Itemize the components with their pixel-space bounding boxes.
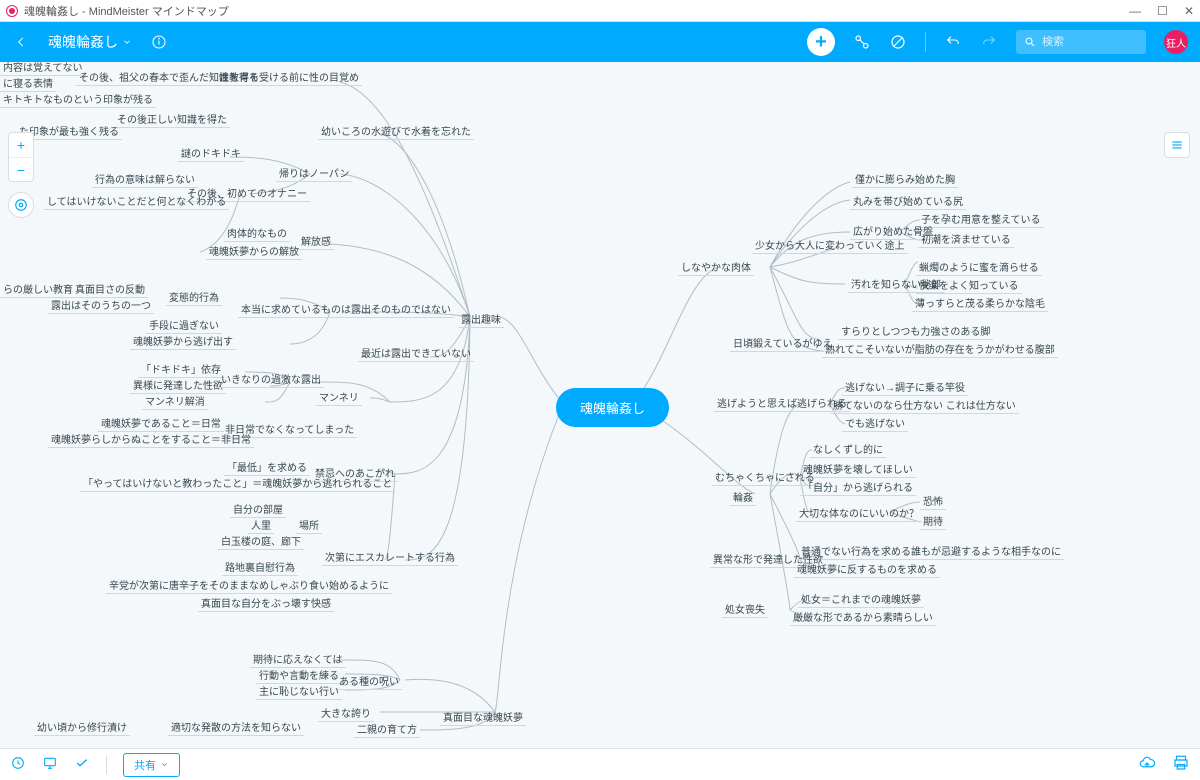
redo-button[interactable] bbox=[980, 33, 998, 51]
mindmap-node[interactable]: 期待 bbox=[920, 512, 946, 530]
mindmap-node[interactable]: 露出はそのうちの一つ bbox=[48, 296, 154, 314]
mindmap-node[interactable]: 少女から大人に変わっていく途上 bbox=[752, 236, 908, 254]
minimize-button[interactable]: — bbox=[1129, 4, 1141, 18]
mindmap-node[interactable]: 初潮を済ませている bbox=[918, 230, 1014, 248]
mindmap-node[interactable]: 大切な体なのにいいのか？ bbox=[796, 504, 922, 522]
mindmap-node[interactable]: 主に恥じない行い bbox=[256, 682, 342, 700]
mindmap-node[interactable]: 露出趣味 bbox=[458, 310, 504, 328]
mindmap-node[interactable]: 辛党が次第に唐辛子をそのままなめしゃぶり食い始めるように bbox=[106, 576, 392, 594]
mindmap-canvas[interactable]: + − bbox=[0, 62, 1200, 748]
mindmap-node[interactable]: 変態的行為 bbox=[166, 288, 222, 306]
panel-toggle-button[interactable] bbox=[1164, 132, 1190, 158]
mindmap-node[interactable]: 帰りはノーパン bbox=[276, 164, 352, 182]
mindmap-node[interactable]: 適切な発散の方法を知らない bbox=[168, 718, 304, 736]
mindmap-node[interactable]: 幼いころの水遊びで水着を忘れた bbox=[318, 122, 474, 140]
check-icon[interactable] bbox=[74, 755, 90, 774]
mindmap-node[interactable]: 肉体的なもの bbox=[224, 224, 290, 242]
mindmap-node[interactable]: 次第にエスカレートする行為 bbox=[322, 548, 458, 566]
app-logo-icon bbox=[6, 5, 18, 17]
mindmap-node[interactable]: 恐怖 bbox=[920, 492, 946, 510]
mindmap-node[interactable]: 謎のドキドキ bbox=[178, 144, 244, 162]
mindmap-node[interactable]: 魂魄妖夢らしからぬことをすること＝非日常 bbox=[48, 430, 254, 448]
map-title[interactable]: 魂魄輪姦し bbox=[48, 32, 132, 52]
mindmap-node[interactable]: 真面目な魂魄妖夢 bbox=[440, 708, 526, 726]
share-button[interactable]: 共有 bbox=[123, 753, 180, 777]
main-toolbar: 魂魄輪姦し + 狂人 bbox=[0, 22, 1200, 62]
mindmap-node[interactable]: 真面目な自分をぶっ壊す快感 bbox=[198, 594, 334, 612]
mindmap-node[interactable]: 処女喪失 bbox=[722, 600, 768, 618]
mindmap-node[interactable]: 誰もが忌避するような相手なのに bbox=[908, 542, 1064, 560]
mindmap-node[interactable]: なしくずし的に bbox=[810, 440, 886, 458]
mindmap-node[interactable]: 丸みを帯び始めている尻 bbox=[850, 192, 966, 210]
maximize-button[interactable]: ☐ bbox=[1157, 4, 1168, 18]
mindmap-node[interactable]: 僅かに膨らみ始めた胸 bbox=[852, 170, 958, 188]
mindmap-node[interactable]: 蝋燭のように蜜を滴らせる bbox=[916, 258, 1042, 276]
mindmap-node[interactable]: 最近は露出できていない bbox=[358, 344, 474, 362]
mindmap-node[interactable]: 行為の意味は解らない bbox=[92, 170, 198, 188]
window-title: 魂魄輪姦し - MindMeister マインドマップ bbox=[24, 3, 229, 19]
mindmap-node[interactable]: しなやかな肉体 bbox=[678, 258, 754, 276]
block-icon[interactable] bbox=[889, 33, 907, 51]
mindmap-node[interactable]: 魂魄妖夢からの解放 bbox=[206, 242, 302, 260]
mindmap-node[interactable]: 子を孕む用意を整えている bbox=[918, 210, 1044, 228]
mindmap-node[interactable]: ある種の呪い bbox=[336, 672, 402, 690]
mindmap-node[interactable]: 魂魄妖夢から逃げ出す bbox=[130, 332, 236, 350]
mindmap-node[interactable]: 本当に求めているものは露出そのものではない bbox=[238, 300, 454, 318]
history-icon[interactable] bbox=[10, 755, 26, 774]
mindmap-node[interactable]: 路地裏自慰行為 bbox=[222, 558, 298, 576]
mindmap-node[interactable]: キトキトなものという印象が残る bbox=[0, 90, 156, 108]
mindmap-node[interactable]: その後正しい知識を得た bbox=[114, 110, 230, 128]
mindmap-node[interactable]: 性教育を受ける前に性の目覚め bbox=[216, 68, 362, 86]
mindmap-node[interactable]: すらりとしつつも力強さのある脚 bbox=[838, 322, 993, 340]
zoom-out-button[interactable]: − bbox=[9, 157, 33, 181]
mindmap-node[interactable]: マンネリ bbox=[316, 388, 362, 406]
mindmap-node[interactable]: 熟れてこそいないが脂肪の存在をうかがわせる腹部 bbox=[822, 340, 1058, 358]
mindmap-node[interactable]: 「自分」から逃げられる bbox=[800, 478, 916, 496]
search-input[interactable] bbox=[1042, 36, 1132, 48]
center-node[interactable]: 魂魄輪姦し bbox=[556, 388, 669, 427]
present-icon[interactable] bbox=[42, 755, 58, 774]
mindmap-node[interactable]: 輪姦 bbox=[730, 488, 756, 506]
mindmap-node[interactable]: 白玉楼の庭、廊下 bbox=[218, 532, 304, 550]
mindmap-node[interactable]: 薄っすらと茂る柔らかな陰毛 bbox=[912, 294, 1048, 312]
mindmap-node[interactable]: いきなりの過激な露出 bbox=[218, 370, 324, 388]
mindmap-node[interactable]: 処女＝これまでの魂魄妖夢 bbox=[798, 590, 924, 608]
mindmap-node[interactable]: 「やってはいけないと教わったこと」＝魂魄妖夢から逃れられること bbox=[80, 474, 395, 492]
mindmap-node[interactable]: 快楽をよく知っている bbox=[916, 276, 1022, 294]
zoom-in-button[interactable]: + bbox=[9, 133, 33, 157]
close-button[interactable]: ✕ bbox=[1184, 4, 1194, 18]
mindmap-node[interactable]: 幼い頃から修行漬け bbox=[34, 718, 130, 736]
mindmap-node[interactable]: でも逃げない bbox=[842, 414, 908, 432]
bottom-bar: 共有 bbox=[0, 748, 1200, 780]
mindmap-node[interactable]: 解放感 bbox=[298, 232, 334, 250]
window-titlebar: 魂魄輪姦し - MindMeister マインドマップ — ☐ ✕ bbox=[0, 0, 1200, 22]
info-icon[interactable] bbox=[150, 33, 168, 51]
back-button[interactable] bbox=[12, 33, 30, 51]
undo-button[interactable] bbox=[944, 33, 962, 51]
mindmap-node[interactable]: 二親の育て方 bbox=[354, 720, 420, 738]
connect-icon[interactable] bbox=[853, 33, 871, 51]
print-icon[interactable] bbox=[1172, 754, 1190, 775]
mindmap-node[interactable]: 魂魄妖夢に反するものを求める bbox=[794, 560, 940, 578]
search-box[interactable] bbox=[1016, 30, 1146, 54]
mindmap-node[interactable]: 勝てないのなら仕方ない これは仕方ない bbox=[830, 396, 1019, 414]
mindmap-node[interactable]: 日頃鍛えているがゆえ bbox=[730, 334, 836, 352]
zoom-controls: + − bbox=[8, 132, 34, 182]
mindmap-node[interactable]: 厳厳な形であるから素晴らしい bbox=[790, 608, 936, 626]
recenter-button[interactable] bbox=[8, 192, 34, 218]
mindmap-node[interactable]: してはいけないことだと何となくわかる bbox=[44, 192, 229, 210]
user-avatar[interactable]: 狂人 bbox=[1164, 30, 1188, 54]
add-node-button[interactable]: + bbox=[807, 28, 835, 56]
mindmap-node[interactable]: マンネリ解消 bbox=[142, 392, 208, 410]
mindmap-node[interactable]: 逃げない→調子に乗る竿役 bbox=[842, 378, 968, 396]
cloud-icon[interactable] bbox=[1138, 754, 1156, 775]
